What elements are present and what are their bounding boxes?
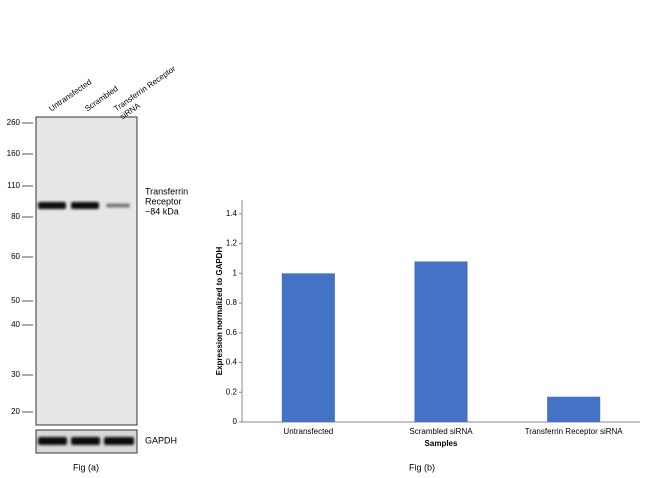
y-tick-label: 1 bbox=[233, 268, 238, 277]
marker-label: 30 bbox=[11, 370, 20, 379]
x-tick-label: Scrambled siRNA bbox=[409, 427, 473, 436]
marker-label: 80 bbox=[11, 212, 20, 221]
x-axis-label: Samples bbox=[425, 439, 458, 448]
marker-label: 20 bbox=[11, 407, 20, 416]
target-bands bbox=[38, 202, 130, 209]
y-tick-label: 0.8 bbox=[226, 298, 238, 307]
control-label: GAPDH bbox=[145, 435, 177, 445]
marker-label: 50 bbox=[11, 296, 20, 305]
y-tick-label: 0.6 bbox=[226, 328, 238, 337]
bar bbox=[547, 396, 601, 422]
marker-label: 160 bbox=[7, 149, 21, 158]
gapdh-bands bbox=[38, 437, 134, 445]
target-label: Receptor bbox=[145, 196, 182, 206]
y-tick-label: 0.4 bbox=[226, 358, 238, 367]
target-label: ~84 kDa bbox=[145, 206, 179, 216]
y-tick-label: 1.4 bbox=[226, 209, 238, 218]
y-axis-label: Expression normalized to GAPDH bbox=[215, 247, 224, 376]
caption-a: Fig (a) bbox=[73, 462, 99, 472]
marker-label: 60 bbox=[11, 252, 20, 261]
y-tick-label: 0 bbox=[233, 417, 238, 426]
blot-membrane bbox=[35, 116, 138, 426]
x-tick-label: Untransfected bbox=[283, 427, 333, 436]
x-tick-label: Transferrin Receptor siRNA bbox=[525, 427, 624, 436]
target-label: Transferrin bbox=[145, 186, 188, 196]
caption-b: Fig (b) bbox=[409, 462, 435, 472]
marker-label: 260 bbox=[7, 118, 21, 127]
marker-label: 40 bbox=[11, 320, 20, 329]
lane-label: Transferrin Receptor bbox=[112, 64, 177, 113]
marker-label: 110 bbox=[7, 181, 20, 190]
bar bbox=[414, 261, 468, 422]
bar bbox=[281, 273, 335, 422]
y-tick-label: 0.2 bbox=[226, 387, 238, 396]
y-tick-label: 1.2 bbox=[226, 239, 238, 248]
